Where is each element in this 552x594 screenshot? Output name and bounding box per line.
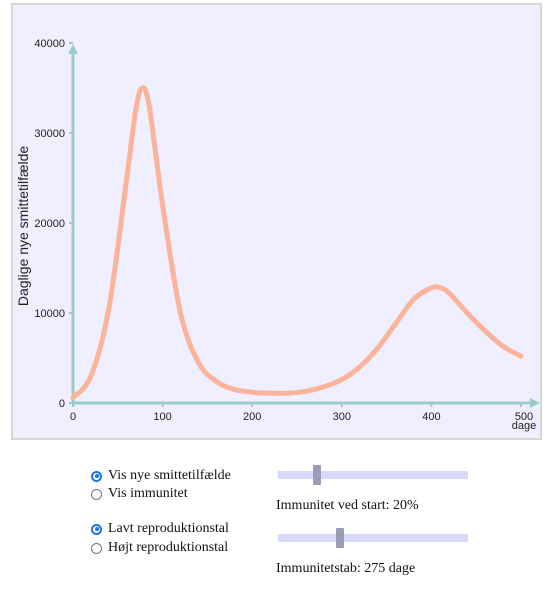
slider-thumb[interactable]	[313, 465, 321, 485]
y-tick-label: 10000	[34, 308, 65, 320]
y-axis-label: Daglige nye smittetilfælde	[15, 146, 31, 307]
cases-chart: 0 10000 20000 30000 40000 0 100 200 300 400 500 D…	[15, 38, 540, 432]
y-tick-label: 30000	[34, 128, 65, 140]
immunity-loss-slider[interactable]	[278, 528, 468, 548]
radio-button[interactable]	[91, 470, 102, 482]
controls-panel: Vis nye smittetilfælde Vis immunitet Lav…	[0, 450, 552, 594]
radio-low-reproduction[interactable]: Lavt reproduktionstal	[91, 521, 229, 537]
radio-high-reproduction[interactable]: Højt reproduktionstal	[91, 540, 228, 556]
radio-show-immunity[interactable]: Vis immunitet	[91, 486, 188, 502]
radio-label: Lavt reproduktionstal	[108, 521, 229, 536]
x-tick-label: 300	[333, 411, 351, 423]
cases-series-line	[70, 85, 524, 401]
radio-show-new-cases[interactable]: Vis nye smittetilfælde	[91, 468, 231, 484]
x-tick-label: 0	[70, 411, 76, 423]
x-tick-label: 100	[153, 411, 171, 423]
x-tick-labels: 0 100 200 300 400 500	[70, 403, 533, 423]
radio-label: Vis immunitet	[108, 486, 188, 501]
y-tick-labels: 0 10000 20000 30000 40000	[34, 38, 73, 410]
x-axis-label: dage	[512, 420, 536, 432]
y-tick-label: 40000	[34, 38, 65, 50]
radio-label: Vis nye smittetilfælde	[108, 468, 231, 483]
immunity-loss-label: Immunitetstab: 275 dage	[276, 561, 416, 576]
radio-button[interactable]	[91, 542, 102, 554]
x-tick-label: 400	[422, 411, 440, 423]
chart-panel: 0 10000 20000 30000 40000 0 100 200 300 400 500 D…	[11, 3, 542, 440]
y-tick-label: 0	[59, 398, 65, 410]
radio-button[interactable]	[91, 488, 102, 500]
radio-label: Højt reproduktionstal	[108, 540, 229, 555]
y-tick-label: 20000	[34, 218, 65, 230]
immunity-start-label: Immunitet ved start: 20%	[276, 498, 419, 513]
radio-button[interactable]	[91, 523, 102, 535]
x-tick-label: 200	[243, 411, 261, 423]
immunity-start-slider[interactable]	[278, 465, 468, 485]
slider-thumb[interactable]	[336, 528, 344, 548]
x-tick-label: 500	[515, 411, 533, 423]
